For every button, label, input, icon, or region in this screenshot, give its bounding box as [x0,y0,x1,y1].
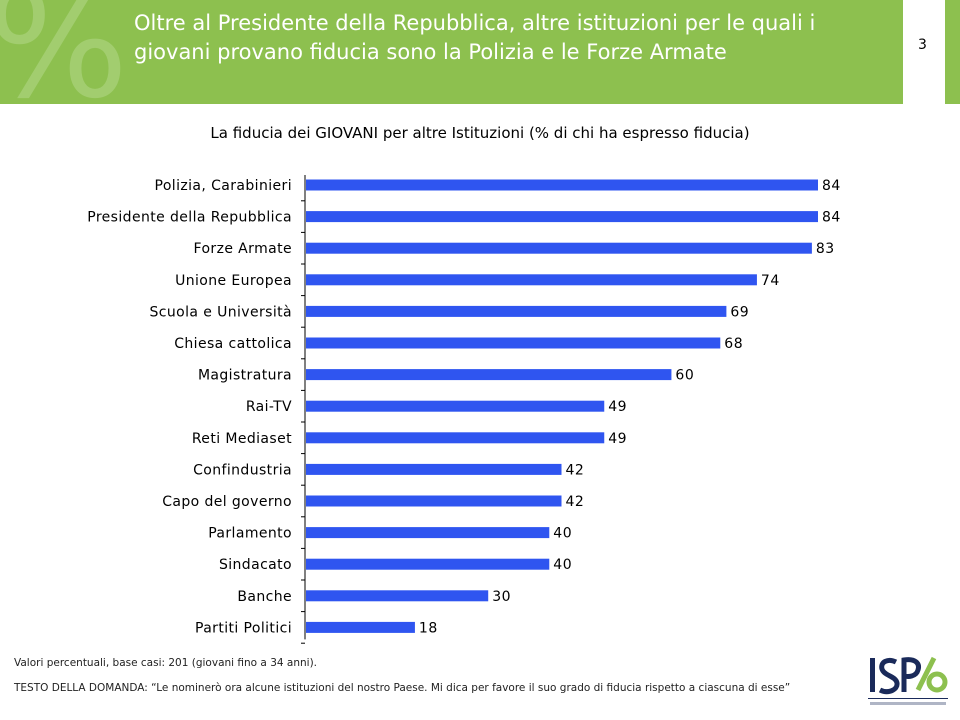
category-label: Unione Europea [175,273,292,289]
value-label: 68 [724,336,743,352]
category-label: Confindustria [193,462,292,478]
value-label: 49 [608,399,627,415]
value-label: 30 [492,589,511,605]
category-label: Sindacato [219,557,292,573]
category-label: Magistratura [198,368,292,384]
bar [306,337,721,349]
value-label: 84 [822,210,841,226]
value-label: 40 [553,557,572,573]
value-label: 49 [608,431,627,447]
bar [306,400,605,412]
question-text: TESTO DELLA DOMANDA: “Le nominerò ora al… [14,682,791,694]
category-label: Capo del governo [162,494,292,510]
header-stripe [945,0,960,104]
value-label: 74 [761,273,780,289]
footnote: Valori percentuali, base casi: 201 (giov… [14,657,318,669]
chart-title: La fiducia dei GIOVANI per altre Istituz… [210,124,750,142]
category-label: Parlamento [208,526,292,542]
bar [306,305,727,317]
percent-watermark-icon: % [0,0,129,104]
bar [306,179,818,191]
bar [306,242,812,254]
value-label: 83 [816,241,835,257]
bar [306,274,757,286]
bar [306,590,489,602]
value-label: 42 [566,494,585,510]
category-label: Scuola e Università [149,304,292,320]
bar [306,432,605,444]
header-banner: % Oltre al Presidente della Repubblica, … [0,0,903,104]
bar [306,621,415,633]
value-label: 69 [730,304,749,320]
category-label: Polizia, Carabinieri [155,178,293,194]
ispo-logo [868,656,948,705]
value-label: 42 [566,462,585,478]
bar [306,369,672,381]
bar [306,463,562,475]
bar [306,211,818,223]
bar-chart: Polizia, Carabinieri Presidente della Rep… [87,175,841,644]
category-label: Chiesa cattolica [174,336,292,352]
bar [306,495,562,507]
value-label: 40 [553,526,572,542]
page-number: 3 [918,37,927,53]
bar [306,527,550,539]
category-label: Partiti Politici [195,620,292,636]
category-label: Reti Mediaset [192,431,292,447]
category-label: Banche [237,589,292,605]
value-label: 84 [822,178,841,194]
category-label: Rai-TV [246,399,292,415]
category-label: Presidente della Repubblica [87,210,292,226]
value-label: 18 [419,620,438,636]
bar [306,558,550,570]
category-label: Forze Armate [194,241,293,257]
page-title: Oltre al Presidente della Repubblica, al… [134,11,816,64]
value-label: 60 [675,368,694,384]
